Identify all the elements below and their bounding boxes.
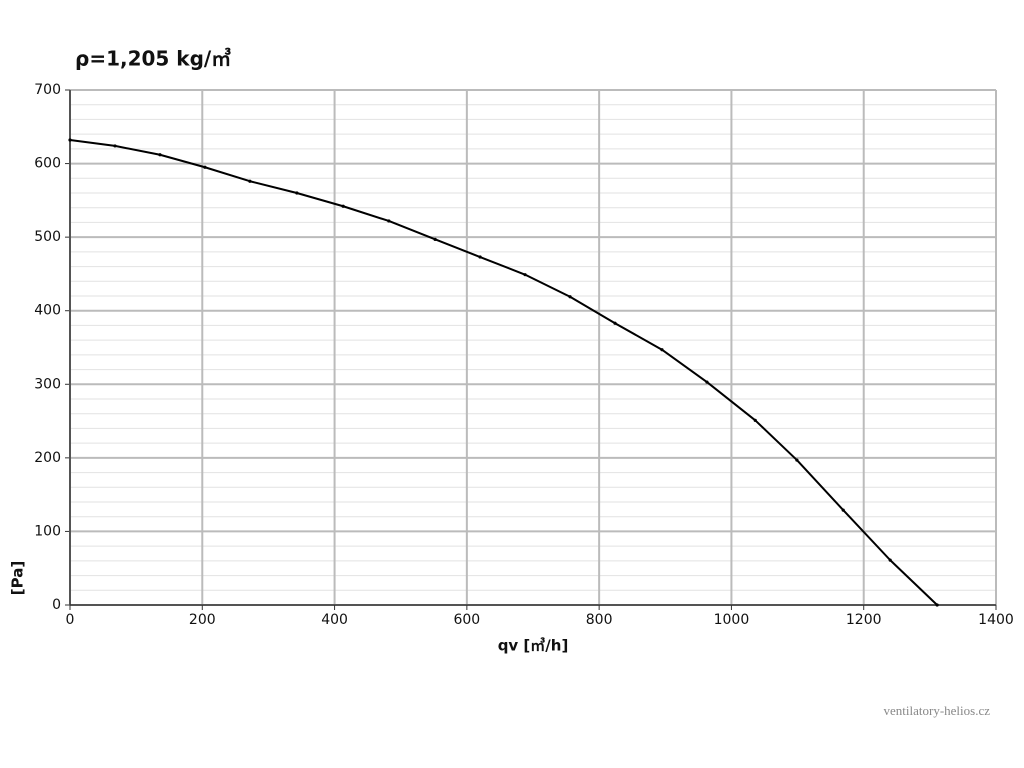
point [568, 295, 572, 299]
point [248, 179, 252, 183]
point [68, 138, 72, 142]
y-tick-label: 600 [34, 156, 61, 172]
point [433, 237, 437, 241]
point [935, 603, 939, 607]
x-tick-label: 200 [189, 612, 216, 628]
point [113, 144, 117, 148]
y-tick-label: 200 [34, 450, 61, 466]
y-tick-label: 300 [34, 376, 61, 392]
y-tick-label: 0 [52, 597, 61, 613]
point [158, 153, 162, 157]
y-tick-label: 700 [34, 82, 61, 98]
point [478, 255, 482, 259]
point [660, 348, 664, 352]
x-tick-label: 400 [321, 612, 348, 628]
x-tick-label: 0 [66, 612, 75, 628]
point [341, 204, 345, 208]
watermark: ventilatory-helios.cz [884, 703, 991, 718]
y-axis-label: [Pa] [9, 561, 27, 595]
x-tick-label: 600 [453, 612, 480, 628]
y-tick-label: 100 [34, 523, 61, 539]
point [888, 558, 892, 562]
line [69, 139, 938, 606]
x-tick-label: 800 [586, 612, 613, 628]
x-tick-label: 1000 [714, 612, 750, 628]
point [295, 191, 299, 195]
point [841, 508, 845, 512]
chart-title: ρ=1,205 kg/㎥ [75, 47, 231, 71]
x-tick-label: 1200 [846, 612, 882, 628]
point [613, 321, 617, 325]
point [705, 380, 709, 384]
y-tick-label: 400 [34, 303, 61, 319]
x-axis-label: qv [㎥/h] [498, 637, 569, 655]
point [387, 219, 391, 223]
y-tick-label: 500 [34, 229, 61, 245]
point [795, 458, 799, 462]
x-tick-label: 1400 [978, 612, 1014, 628]
point [203, 165, 207, 169]
point [753, 418, 757, 422]
point [523, 273, 527, 277]
